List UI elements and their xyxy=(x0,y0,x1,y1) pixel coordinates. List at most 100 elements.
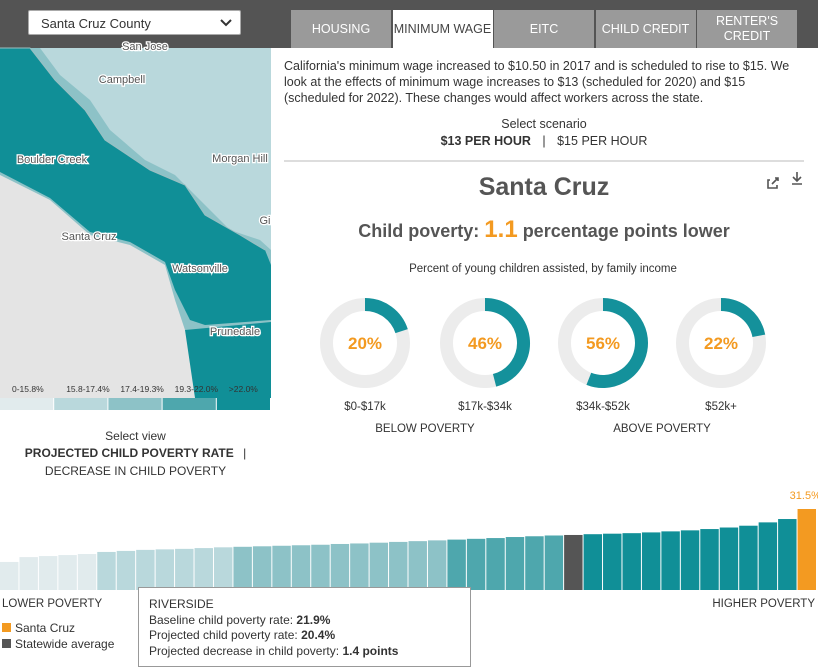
bar[interactable] xyxy=(389,541,408,590)
donut-arc xyxy=(364,298,408,334)
bar[interactable] xyxy=(719,527,739,590)
view-option[interactable]: PROJECTED CHILD POVERTY RATE xyxy=(24,446,234,460)
bar[interactable] xyxy=(136,549,155,590)
bar[interactable] xyxy=(272,545,291,590)
bar-chart: 31.5% LOWER POVERTY HIGHER POVERTY Santa Cr… xyxy=(0,490,818,651)
download-icon[interactable] xyxy=(792,172,802,185)
donut-arc xyxy=(720,298,766,338)
map-label: Morgan Hill xyxy=(212,153,268,165)
bar[interactable] xyxy=(19,557,38,590)
bar[interactable] xyxy=(466,538,486,590)
chevron xyxy=(220,19,232,27)
tab[interactable]: CHILD CREDIT xyxy=(595,10,696,48)
county-dropdown[interactable]: Santa Cruz County xyxy=(28,10,241,35)
view-option-row: PROJECTED CHILD POVERTY RATE | xyxy=(0,446,271,460)
legend-swatch xyxy=(162,398,216,410)
legend-label: Statewide average xyxy=(15,637,115,651)
donut-arc xyxy=(484,298,530,387)
bar[interactable] xyxy=(155,549,175,590)
bar[interactable] xyxy=(0,561,19,590)
view-option[interactable]: DECREASE IN CHILD POVERTY xyxy=(44,464,227,478)
donut-category: $52k+ xyxy=(705,401,737,413)
bar[interactable] xyxy=(175,548,194,590)
separator: | xyxy=(542,134,546,148)
bar[interactable] xyxy=(447,539,466,590)
bar[interactable] xyxy=(38,556,58,590)
map-label: Boulder Creek xyxy=(17,154,88,166)
bar[interactable] xyxy=(797,509,816,590)
bar[interactable] xyxy=(603,533,622,590)
bar[interactable] xyxy=(739,525,758,590)
scenario-option[interactable]: $13 PER HOUR xyxy=(440,134,531,148)
headline-value: 1.1 xyxy=(484,216,518,243)
tooltip-value: 1.4 points xyxy=(342,643,399,658)
bar[interactable] xyxy=(758,522,778,590)
description: California's minimum wage increased to $… xyxy=(284,59,790,105)
bar[interactable] xyxy=(291,545,311,590)
legend-swatch xyxy=(54,398,108,410)
legend-label: >22.0% xyxy=(229,384,259,394)
x-label-left: LOWER POVERTY xyxy=(2,598,102,610)
bar[interactable] xyxy=(369,542,389,590)
bar[interactable] xyxy=(583,534,603,590)
donut-value-label: 46% xyxy=(468,334,502,353)
tooltip-label: Baseline child poverty rate: xyxy=(149,612,294,627)
share-icon[interactable] xyxy=(767,177,779,189)
tab[interactable]: HOUSING xyxy=(291,10,391,48)
tab[interactable]: EITC xyxy=(494,10,594,48)
donut-category: $34k-$52k xyxy=(576,401,630,413)
group-label: BELOW POVERTY xyxy=(375,423,475,435)
bar[interactable] xyxy=(700,529,719,590)
bar[interactable] xyxy=(778,519,797,590)
scenario-option[interactable]: $15 PER HOUR xyxy=(557,134,648,148)
donut-category: $0-$17k xyxy=(344,401,386,413)
legend-label: 17.4-19.3% xyxy=(120,384,164,394)
bar[interactable] xyxy=(661,531,680,590)
legend-swatch xyxy=(108,398,162,410)
map-label: Watsonville xyxy=(172,263,228,275)
bar[interactable] xyxy=(544,535,564,590)
bar[interactable] xyxy=(58,555,77,590)
donut-value-label: 22% xyxy=(704,334,738,353)
bar[interactable] xyxy=(116,550,136,590)
donut-value-label: 20% xyxy=(348,334,382,353)
map-label: Campbell xyxy=(99,74,145,86)
county-name: Santa Cruz xyxy=(478,173,610,201)
bar[interactable] xyxy=(641,532,661,590)
bar[interactable] xyxy=(427,540,447,590)
legend-swatch xyxy=(2,623,11,632)
bar[interactable] xyxy=(622,533,641,590)
bar[interactable] xyxy=(408,541,427,590)
bar[interactable] xyxy=(311,544,330,590)
bar[interactable] xyxy=(252,546,272,590)
tooltip-value: 20.4% xyxy=(301,628,336,642)
bar[interactable] xyxy=(680,530,700,590)
bar[interactable] xyxy=(97,551,116,590)
tooltip-row: Projected decrease in child poverty: 1.4… xyxy=(149,644,460,660)
headline-prefix: Child poverty: xyxy=(358,221,480,241)
group-label: ABOVE POVERTY xyxy=(613,423,711,435)
tab[interactable]: RENTER'S CREDIT xyxy=(697,10,797,48)
bar[interactable] xyxy=(233,546,252,590)
bar[interactable] xyxy=(525,536,544,590)
bar[interactable] xyxy=(350,543,369,590)
legend-label: 0-15.8% xyxy=(12,384,44,394)
map-labels: San Jose Campbell Boulder Creek Morgan Hill… xyxy=(16,40,272,340)
bar[interactable] xyxy=(505,537,525,590)
headline: Child poverty: 1.1 percentage points low… xyxy=(284,216,804,244)
tooltip-value: 21.9% xyxy=(296,612,331,627)
bar[interactable] xyxy=(486,538,505,590)
scenario-label: Select scenario xyxy=(501,117,587,131)
bar[interactable] xyxy=(564,534,583,590)
bar[interactable] xyxy=(213,547,233,590)
tab[interactable]: MINIMUM WAGE xyxy=(392,10,493,48)
bar[interactable] xyxy=(330,543,350,590)
bar[interactable] xyxy=(77,554,97,590)
scenario-options: $13 PER HOUR | $15 PER HOUR xyxy=(284,134,804,148)
tooltip-label: Projected decrease in child poverty: xyxy=(149,643,340,658)
donut-chart: Percent of young children assisted, by f… xyxy=(320,263,766,435)
tooltip: RIVERSIDE Baseline child poverty rate: 2… xyxy=(138,587,471,667)
bar[interactable] xyxy=(194,548,213,590)
